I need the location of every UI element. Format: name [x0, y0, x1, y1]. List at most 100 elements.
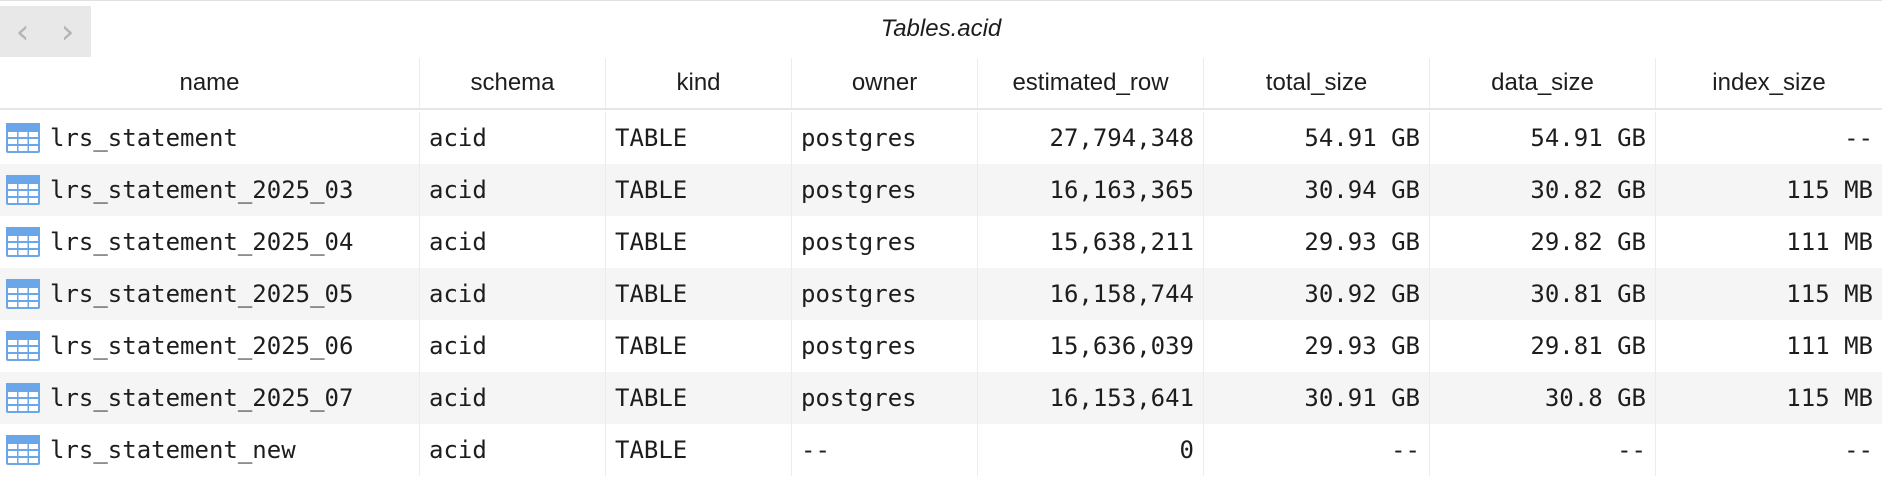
cell-text: 15,638,211 [1049, 228, 1195, 256]
cell-text: TABLE [615, 124, 688, 152]
cell-name[interactable]: lrs_statement_2025_03 [0, 164, 420, 216]
column-header-total-size[interactable]: total_size [1204, 58, 1430, 108]
cell-schema[interactable]: acid [420, 268, 606, 320]
cell-schema[interactable]: acid [420, 320, 606, 372]
table-row[interactable]: lrs_statement_2025_07 acid TABLE postgres 16… [0, 372, 1882, 424]
cell-owner[interactable]: postgres [792, 320, 978, 372]
navigation-buttons: ‹ › [0, 6, 91, 57]
cell-owner[interactable]: postgres [792, 268, 978, 320]
column-header-kind[interactable]: kind [606, 58, 792, 108]
cell-estimated-row[interactable]: 16,153,641 [978, 372, 1204, 424]
cell-text: 30.8 GB [1544, 384, 1646, 412]
cell-index-size[interactable]: -- [1656, 112, 1882, 164]
cell-name[interactable]: lrs_statement_2025_06 [0, 320, 420, 372]
cell-owner[interactable]: postgres [792, 164, 978, 216]
cell-text: lrs_statement_2025_06 [50, 332, 354, 360]
cell-schema[interactable]: acid [420, 424, 606, 476]
table-row[interactable]: lrs_statement_new acid TABLE -- 0 -- -- -- [0, 424, 1882, 476]
cell-text: lrs_statement_new [50, 436, 296, 464]
cell-total-size[interactable]: 29.93 GB [1204, 320, 1430, 372]
cell-kind[interactable]: TABLE [606, 320, 792, 372]
cell-index-size[interactable]: 115 MB [1656, 372, 1882, 424]
cell-index-size[interactable]: 115 MB [1656, 268, 1882, 320]
cell-data-size[interactable]: -- [1430, 424, 1656, 476]
cell-text: acid [429, 124, 487, 152]
cell-text: postgres [801, 384, 917, 412]
cell-text: 16,158,744 [1049, 280, 1195, 308]
cell-text: TABLE [615, 176, 688, 204]
cell-name[interactable]: lrs_statement_2025_05 [0, 268, 420, 320]
cell-text: lrs_statement_2025_03 [50, 176, 354, 204]
table-row[interactable]: lrs_statement_2025_04 acid TABLE postgres 15… [0, 216, 1882, 268]
cell-owner[interactable]: postgres [792, 372, 978, 424]
cell-name[interactable]: lrs_statement [0, 112, 420, 164]
cell-estimated-row[interactable]: 15,636,039 [978, 320, 1204, 372]
cell-index-size[interactable]: 115 MB [1656, 164, 1882, 216]
cell-owner[interactable]: -- [792, 424, 978, 476]
cell-kind[interactable]: TABLE [606, 424, 792, 476]
cell-index-size[interactable]: -- [1656, 424, 1882, 476]
column-header-data-size[interactable]: data_size [1430, 58, 1656, 108]
chevron-left-icon[interactable]: ‹ [15, 11, 30, 52]
cell-name[interactable]: lrs_statement_2025_07 [0, 372, 420, 424]
column-header-owner[interactable]: owner [792, 58, 978, 108]
cell-kind[interactable]: TABLE [606, 112, 792, 164]
cell-estimated-row[interactable]: 27,794,348 [978, 112, 1204, 164]
cell-text: postgres [801, 228, 917, 256]
table-icon [6, 123, 40, 153]
cell-data-size[interactable]: 30.8 GB [1430, 372, 1656, 424]
cell-kind[interactable]: TABLE [606, 216, 792, 268]
cell-estimated-row[interactable]: 16,158,744 [978, 268, 1204, 320]
cell-text: postgres [801, 176, 917, 204]
cell-kind[interactable]: TABLE [606, 372, 792, 424]
column-header-estimated-row[interactable]: estimated_row [978, 58, 1204, 108]
cell-kind[interactable]: TABLE [606, 164, 792, 216]
cell-name[interactable]: lrs_statement_new [0, 424, 420, 476]
cell-total-size[interactable]: 30.91 GB [1204, 372, 1430, 424]
column-header-schema[interactable]: schema [420, 58, 606, 108]
cell-total-size[interactable]: 30.94 GB [1204, 164, 1430, 216]
cell-data-size[interactable]: 29.82 GB [1430, 216, 1656, 268]
cell-owner[interactable]: postgres [792, 216, 978, 268]
cell-schema[interactable]: acid [420, 164, 606, 216]
cell-name[interactable]: lrs_statement_2025_04 [0, 216, 420, 268]
cell-text: TABLE [615, 332, 688, 360]
cell-total-size[interactable]: 30.92 GB [1204, 268, 1430, 320]
cell-estimated-row[interactable]: 16,163,365 [978, 164, 1204, 216]
cell-estimated-row[interactable]: 15,638,211 [978, 216, 1204, 268]
chevron-right-icon[interactable]: › [60, 11, 75, 52]
cell-data-size[interactable]: 30.81 GB [1430, 268, 1656, 320]
cell-text: 30.91 GB [1304, 384, 1420, 412]
cell-text: TABLE [615, 228, 688, 256]
cell-text: 111 MB [1786, 332, 1873, 360]
cell-owner[interactable]: postgres [792, 112, 978, 164]
cell-data-size[interactable]: 54.91 GB [1430, 112, 1656, 164]
cell-text: -- [801, 436, 830, 464]
cell-index-size[interactable]: 111 MB [1656, 216, 1882, 268]
cell-schema[interactable]: acid [420, 372, 606, 424]
table-row[interactable]: lrs_statement_2025_03 acid TABLE postgres 16… [0, 164, 1882, 216]
table-row[interactable]: lrs_statement_2025_05 acid TABLE postgres 16… [0, 268, 1882, 320]
table-row[interactable]: lrs_statement_2025_06 acid TABLE postgres 15… [0, 320, 1882, 372]
cell-kind[interactable]: TABLE [606, 268, 792, 320]
cell-total-size[interactable]: 54.91 GB [1204, 112, 1430, 164]
cell-text: acid [429, 384, 487, 412]
cell-text: postgres [801, 332, 917, 360]
cell-text: 29.81 GB [1530, 332, 1646, 360]
cell-text: 29.93 GB [1304, 228, 1420, 256]
cell-total-size[interactable]: -- [1204, 424, 1430, 476]
column-header-name[interactable]: name [0, 58, 420, 108]
cell-index-size[interactable]: 111 MB [1656, 320, 1882, 372]
cell-data-size[interactable]: 30.82 GB [1430, 164, 1656, 216]
column-header-index-size[interactable]: index_size [1712, 69, 1826, 96]
cell-schema[interactable]: acid [420, 216, 606, 268]
cell-text: lrs_statement_2025_07 [50, 384, 354, 412]
cell-schema[interactable]: acid [420, 112, 606, 164]
table-icon [6, 279, 40, 309]
table-row[interactable]: lrs_statement acid TABLE postgres 27,794,348… [0, 112, 1882, 164]
cell-estimated-row[interactable]: 0 [978, 424, 1204, 476]
cell-text: -- [1617, 436, 1646, 464]
cell-text: lrs_statement_2025_05 [50, 280, 354, 308]
cell-total-size[interactable]: 29.93 GB [1204, 216, 1430, 268]
cell-data-size[interactable]: 29.81 GB [1430, 320, 1656, 372]
